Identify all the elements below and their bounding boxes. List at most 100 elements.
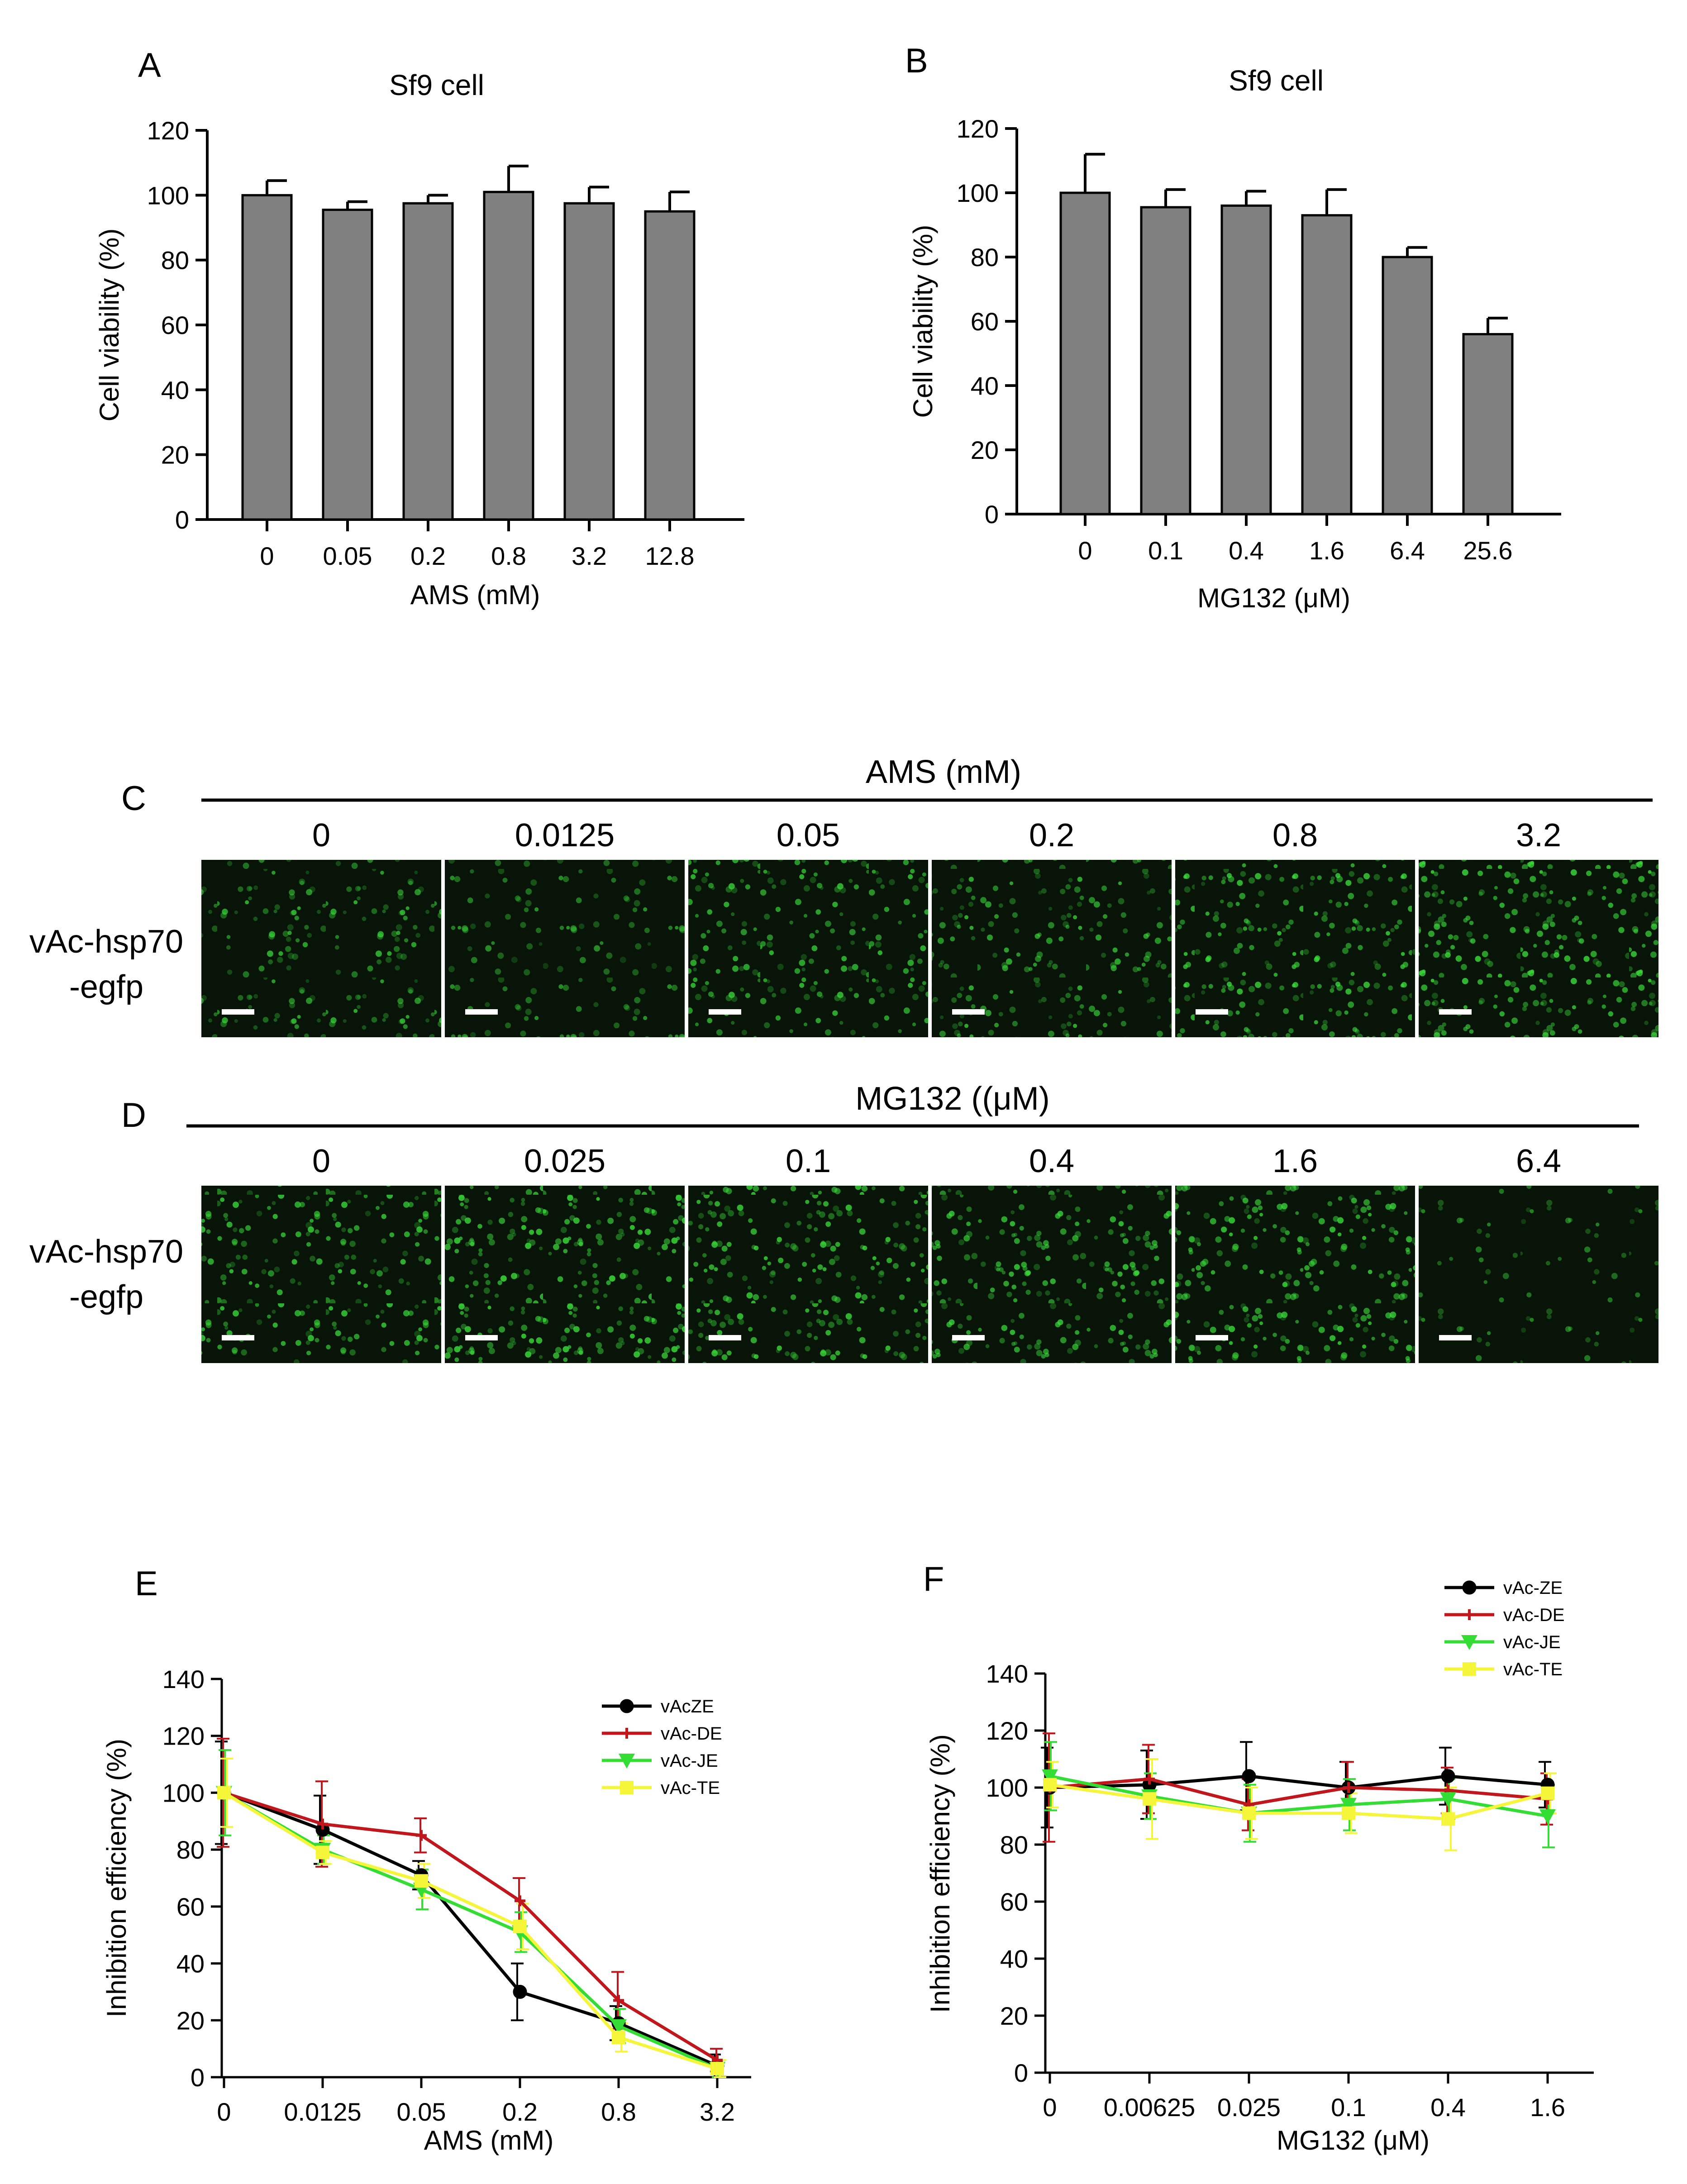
y-tick-label: 60 — [161, 311, 189, 339]
y-tick-label: 0 — [191, 2063, 205, 2092]
panel-label-f: F — [923, 1560, 944, 1598]
data-point — [416, 1830, 427, 1841]
panel-d-row-label-line2: -egfp — [69, 1279, 143, 1315]
x-tick-label: 0.2 — [502, 2098, 538, 2126]
series-line-vAc-TE — [223, 1791, 718, 2070]
data-point — [610, 2019, 627, 2034]
y-tick-label: 100 — [147, 181, 189, 210]
data-point — [1539, 1809, 1556, 1824]
legend-label: vAc-DE — [661, 1724, 722, 1744]
micrograph-tile — [201, 1186, 441, 1363]
panel-d-row-label-line1: vAc-hsp70 — [29, 1234, 183, 1270]
legend-label: vAc-JE — [661, 1751, 718, 1771]
data-point — [710, 2062, 724, 2076]
micrograph-tile — [1419, 860, 1658, 1037]
x-axis-label: AMS (mM) — [424, 2125, 554, 2155]
x-tick-label: 0.8 — [601, 2098, 636, 2126]
micrograph-column-label: 0 — [312, 817, 330, 854]
x-tick-label: 0.05 — [323, 542, 372, 570]
x-tick-label: 3.2 — [700, 2098, 735, 2126]
y-tick-label: 20 — [176, 2006, 205, 2035]
x-tick-label: 0.2 — [410, 542, 446, 570]
y-tick-label: 100 — [957, 179, 999, 207]
bar — [1301, 214, 1353, 515]
bar — [402, 202, 454, 521]
bar — [644, 210, 696, 521]
scale-bar — [1196, 1009, 1228, 1015]
scale-bar — [465, 1335, 498, 1340]
micrograph-tile — [1175, 1186, 1415, 1363]
micrograph-tile — [445, 860, 685, 1037]
y-tick-label: 120 — [957, 114, 999, 143]
data-point — [415, 1874, 428, 1888]
scale-bar — [709, 1335, 741, 1340]
y-axis-label: Inhibition efficiency (%) — [101, 1739, 132, 2017]
x-tick-label: 1.6 — [1309, 536, 1344, 565]
y-tick-label: 60 — [971, 307, 999, 336]
scale-bar — [709, 1009, 741, 1015]
y-axis-label: Inhibition efficiency (%) — [925, 1734, 955, 2013]
x-tick-label: 1.6 — [1530, 2093, 1565, 2122]
series-line-vAcZE — [223, 1791, 718, 2068]
micrograph-column-label: 1.6 — [1272, 1143, 1318, 1179]
chart-title: Sf9 cell — [1229, 64, 1324, 97]
x-tick-label: 6.4 — [1390, 536, 1425, 565]
panel-label-d: D — [121, 1096, 146, 1135]
legend-label: vAc-ZE — [1503, 1578, 1563, 1598]
y-tick-label: 20 — [1000, 2002, 1028, 2030]
data-point — [1042, 1769, 1058, 1784]
data-point — [1440, 1792, 1456, 1807]
bar — [1140, 206, 1191, 515]
micrograph-tile — [1175, 860, 1415, 1037]
y-tick-label: 40 — [176, 1950, 205, 1978]
panel-c-header: AMS (mM) — [866, 754, 1021, 790]
bar — [563, 202, 615, 521]
x-tick-label: 0.1 — [1148, 536, 1183, 565]
micrograph-tile — [932, 1186, 1172, 1363]
data-point — [1242, 1806, 1256, 1820]
y-axis-label: Cell viability (%) — [908, 225, 938, 418]
data-point — [612, 2031, 625, 2044]
micrograph-column-label: 0.2 — [1029, 817, 1074, 854]
micrograph-tile — [201, 860, 441, 1037]
series-line-vAc-DE — [1049, 1777, 1548, 1807]
panel-c-row-label-line2: -egfp — [69, 969, 143, 1005]
y-tick-label: 0 — [1014, 2059, 1028, 2087]
series-line-vAc-JE — [223, 1791, 718, 2070]
y-tick-label: 120 — [147, 116, 189, 145]
y-tick-label: 40 — [1000, 1945, 1028, 1973]
x-tick-label: 0.05 — [397, 2098, 446, 2126]
x-tick-label: 0.025 — [1217, 2093, 1281, 2122]
data-point — [1463, 1662, 1476, 1676]
legend-label: vAc-JE — [1503, 1632, 1561, 1652]
panel-label-b: B — [905, 42, 928, 80]
y-tick-label: 80 — [1000, 1831, 1028, 1859]
micrograph-column-label: 0.8 — [1272, 817, 1318, 854]
bar — [1462, 333, 1514, 515]
bar — [322, 209, 373, 521]
y-tick-label: 80 — [971, 243, 999, 272]
data-point — [1043, 1778, 1057, 1792]
data-point — [620, 1781, 634, 1794]
panel-label-e: E — [135, 1564, 158, 1603]
chart-b-cell-viability-mg132: Sf9 cell MG132 (μM) Cell viability (%) 0 20 4… — [908, 64, 1561, 613]
data-point — [1441, 1769, 1455, 1783]
scale-bar — [222, 1009, 254, 1015]
panel-d-header: MG132 ((μM) — [855, 1081, 1050, 1117]
scale-bar — [222, 1335, 254, 1340]
data-point — [317, 1818, 328, 1830]
x-tick-label: 0.00625 — [1104, 2093, 1195, 2122]
data-point — [316, 1845, 329, 1860]
data-point — [1340, 1798, 1357, 1813]
data-point — [1441, 1812, 1455, 1826]
x-tick-label: 3.2 — [572, 542, 607, 570]
y-tick-label: 60 — [176, 1893, 205, 1921]
micrograph-tile — [688, 1186, 928, 1363]
scale-bar — [952, 1335, 985, 1340]
y-tick-label: 120 — [162, 1722, 205, 1750]
data-point — [613, 1995, 624, 2006]
x-tick-label: 0.1 — [1331, 2093, 1366, 2122]
y-tick-label: 0 — [175, 505, 189, 534]
x-axis-label: MG132 (μM) — [1197, 583, 1350, 613]
